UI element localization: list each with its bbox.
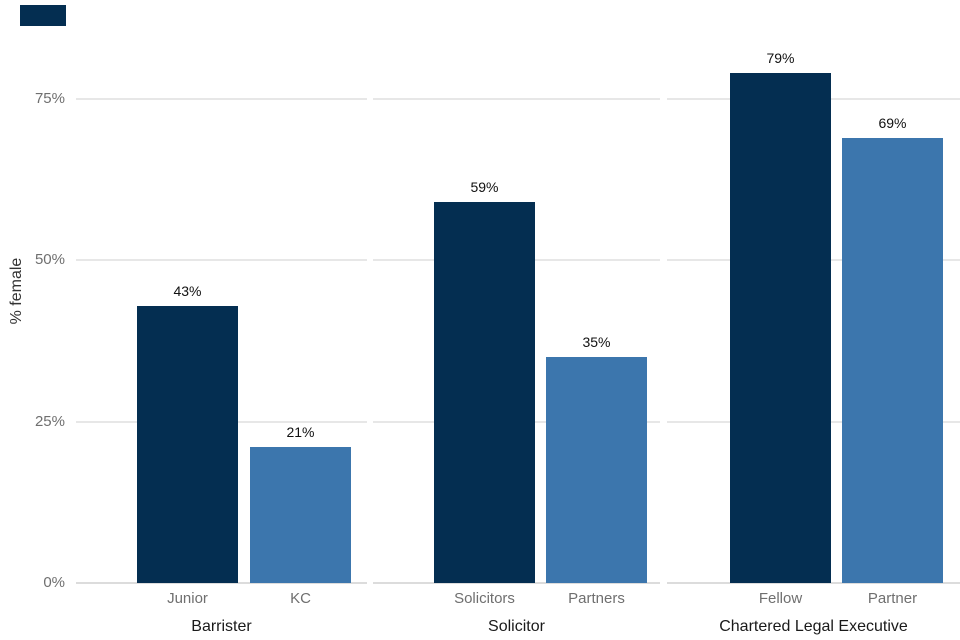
- bar-value-label: 79%: [766, 50, 795, 67]
- x-category-label: KC: [290, 590, 311, 607]
- bar-kc: [250, 447, 351, 583]
- bar-value-label: 43%: [173, 282, 202, 299]
- bar-partners: [546, 357, 647, 583]
- bar-junior: [137, 305, 238, 583]
- x-category-label: Solicitors: [454, 590, 515, 607]
- facet-label: Chartered Legal Executive: [719, 618, 908, 635]
- x-category-label: Partners: [568, 590, 625, 607]
- bar-partner: [842, 137, 943, 583]
- facet-label: Solicitor: [488, 618, 545, 635]
- corner-mark: [20, 5, 66, 26]
- y-tick-label: 0%: [43, 574, 65, 591]
- bar-solicitors: [434, 202, 535, 583]
- bar-value-label: 21%: [286, 424, 315, 441]
- bar-value-label: 59%: [470, 179, 499, 196]
- bar-fellow: [730, 73, 831, 583]
- y-axis-title: % female: [8, 257, 25, 325]
- facet-label: Barrister: [191, 618, 252, 635]
- y-tick-label: 25%: [34, 412, 65, 430]
- x-axis-line: [667, 582, 960, 584]
- bar-value-label: 69%: [878, 114, 907, 131]
- x-axis-line: [373, 582, 660, 584]
- x-category-label: Partner: [867, 590, 918, 607]
- y-tick-label: 75%: [34, 90, 65, 107]
- bar-value-label: 35%: [582, 334, 611, 351]
- y-gridline: [76, 98, 367, 100]
- y-gridline: [373, 98, 660, 100]
- x-category-label: Junior: [167, 590, 208, 607]
- y-gridline: [76, 259, 367, 262]
- x-axis-line: [76, 582, 367, 584]
- y-tick-label: 50%: [34, 251, 65, 269]
- x-category-label: Fellow: [758, 590, 803, 607]
